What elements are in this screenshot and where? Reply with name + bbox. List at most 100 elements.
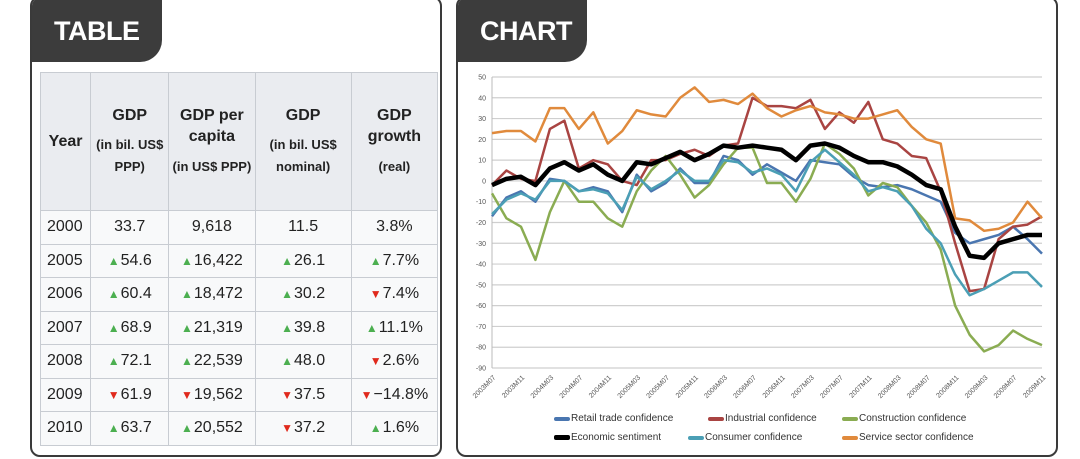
table-cell: ▲1.6%	[350, 411, 439, 446]
x-tick-label: 2007M11	[849, 374, 874, 399]
cell-value: 11.1%	[378, 318, 423, 336]
up-arrow-icon: ▲	[181, 253, 193, 268]
table-row: 2009 ▼61.9 ▼19,562 ▼37.5 ▼−14.8%	[39, 377, 439, 412]
cell-value: 20,552	[193, 419, 243, 437]
legend-item: Construction confidence	[842, 413, 966, 424]
y-tick-label: -30	[476, 241, 486, 248]
down-arrow-icon: ▼	[281, 387, 293, 402]
table-cell: ▲39.8	[254, 310, 352, 345]
header-main: GDP growth	[367, 106, 422, 146]
table-cell: ▲26.1	[254, 243, 352, 278]
confidence-line-chart: 50403020100-10-20-30-40-50-60-70-80-9020…	[472, 75, 1048, 401]
table-cell: ▼61.9	[90, 377, 170, 412]
table-row: 2010 ▲63.7 ▲20,552 ▼37.2 ▲1.6%	[39, 411, 439, 446]
table-panel: TABLE Year GDP (in bil. US$ PPP) GDP per ca…	[30, 0, 442, 457]
table-cell: ▲48.0	[254, 344, 352, 379]
legend-item: Consumer confidence	[688, 432, 802, 443]
column-header: Year	[39, 72, 92, 211]
x-tick-label: 2008M11	[935, 374, 960, 399]
x-tick-label: 2009M03	[964, 374, 990, 400]
table-cell: 2008	[39, 344, 92, 379]
table-cell: ▲21,319	[168, 310, 256, 345]
cell-value: 18,472	[193, 285, 243, 303]
y-tick-label: 0	[482, 178, 486, 185]
up-arrow-icon: ▲	[281, 253, 293, 268]
table-row: 2000 33.7 9,618 11.5 3.8%	[39, 210, 439, 245]
header-sub: (in bil. US$ PPP)	[96, 137, 164, 175]
legend-item: Retail trade confidence	[554, 413, 673, 424]
cell-value: 1.6%	[382, 419, 420, 437]
legend-item: Industrial confidence	[708, 413, 817, 424]
table-cell: ▼37.2	[254, 411, 352, 446]
cell-value: 16,422	[193, 251, 243, 269]
y-tick-label: 30	[478, 116, 486, 123]
table-cell: ▼19,562	[168, 377, 256, 412]
up-arrow-icon: ▲	[181, 320, 193, 335]
cell-value: 19,562	[193, 385, 243, 403]
table-cell: ▼−14.8%	[350, 377, 439, 412]
legend-label: Retail trade confidence	[571, 413, 674, 424]
up-arrow-icon: ▲	[181, 421, 193, 436]
y-tick-label: 20	[478, 137, 486, 144]
table-cell: 2010	[39, 411, 92, 446]
table-cell: ▲11.1%	[350, 310, 439, 345]
cell-value: 33.7	[114, 218, 146, 236]
table-cell: ▲72.1	[90, 344, 170, 379]
header-sub: (real)	[378, 159, 411, 175]
y-tick-label: 10	[478, 158, 486, 165]
x-tick-label: 2006M07	[732, 374, 758, 400]
down-arrow-icon: ▼	[281, 421, 293, 436]
cell-value: 7.4%	[382, 285, 420, 303]
table-cell: ▼7.4%	[350, 277, 439, 312]
chart-tab-label: CHART	[458, 0, 587, 62]
down-arrow-icon: ▼	[369, 287, 382, 302]
legend-swatch-icon	[688, 435, 704, 440]
header-main: GDP per capita	[180, 106, 244, 146]
x-tick-label: 2005M03	[617, 374, 643, 400]
x-tick-label: 2008M03	[877, 374, 903, 400]
cell-value: 7.7%	[382, 251, 420, 269]
series-line-service-sector-confidence	[491, 86, 1043, 233]
y-tick-label: -90	[476, 366, 486, 373]
x-tick-label: 2009M11	[1022, 374, 1047, 399]
up-arrow-icon: ▲	[281, 320, 293, 335]
legend-label: Economic sentiment	[571, 432, 662, 443]
series-line-consumer-confidence	[491, 148, 1043, 297]
up-arrow-icon: ▲	[107, 253, 120, 268]
x-tick-label: 2004M11	[588, 374, 613, 399]
x-tick-label: 2004M07	[559, 374, 585, 400]
x-tick-label: 2003M07	[472, 374, 498, 400]
table-cell: ▲7.7%	[350, 243, 439, 278]
table-cell: ▲30.2	[254, 277, 352, 312]
x-tick-label: 2006M03	[703, 374, 729, 400]
x-tick-label: 2004M03	[530, 374, 556, 400]
table-cell: ▲16,422	[168, 243, 256, 278]
cell-value: 2006	[47, 285, 83, 303]
x-tick-label: 2007M07	[819, 374, 845, 400]
series-line-economic-sentiment	[491, 141, 1042, 261]
cell-value: 9,618	[191, 218, 232, 236]
table-cell: 3.8%	[350, 210, 439, 245]
legend-item: Economic sentiment	[554, 432, 661, 443]
up-arrow-icon: ▲	[281, 287, 293, 302]
up-arrow-icon: ▲	[107, 320, 120, 335]
table-row: 2006 ▲60.4 ▲18,472 ▲30.2 ▼7.4%	[39, 277, 439, 312]
legend-label: Service sector confidence	[859, 432, 974, 443]
column-header: GDP growth (real)	[350, 72, 439, 211]
table-cell: ▲63.7	[90, 411, 170, 446]
header-main: Year	[48, 132, 83, 150]
cell-value: 21,319	[193, 318, 243, 336]
legend-swatch-icon	[554, 435, 570, 440]
table-row: 2007 ▲68.9 ▲21,319 ▲39.8 ▲11.1%	[39, 310, 439, 345]
x-tick-label: 2005M07	[645, 374, 671, 400]
cell-value: 54.6	[120, 251, 152, 269]
table-cell: ▲18,472	[168, 277, 256, 312]
chart-panel: CHART 50 40 30 20 10 0 -10 -20 -30 -40 -50 -60 -70 -8…	[456, 0, 1058, 457]
header-sub: (in bil. US$ nominal)	[269, 137, 337, 175]
cell-value: 2009	[47, 385, 83, 403]
x-tick-label: 2006M11	[762, 374, 787, 399]
series-line-construction-confidence	[490, 142, 1043, 353]
column-header: GDP (in bil. US$ PPP)	[90, 72, 170, 211]
up-arrow-icon: ▲	[181, 354, 193, 369]
table-cell: 2006	[39, 277, 92, 312]
